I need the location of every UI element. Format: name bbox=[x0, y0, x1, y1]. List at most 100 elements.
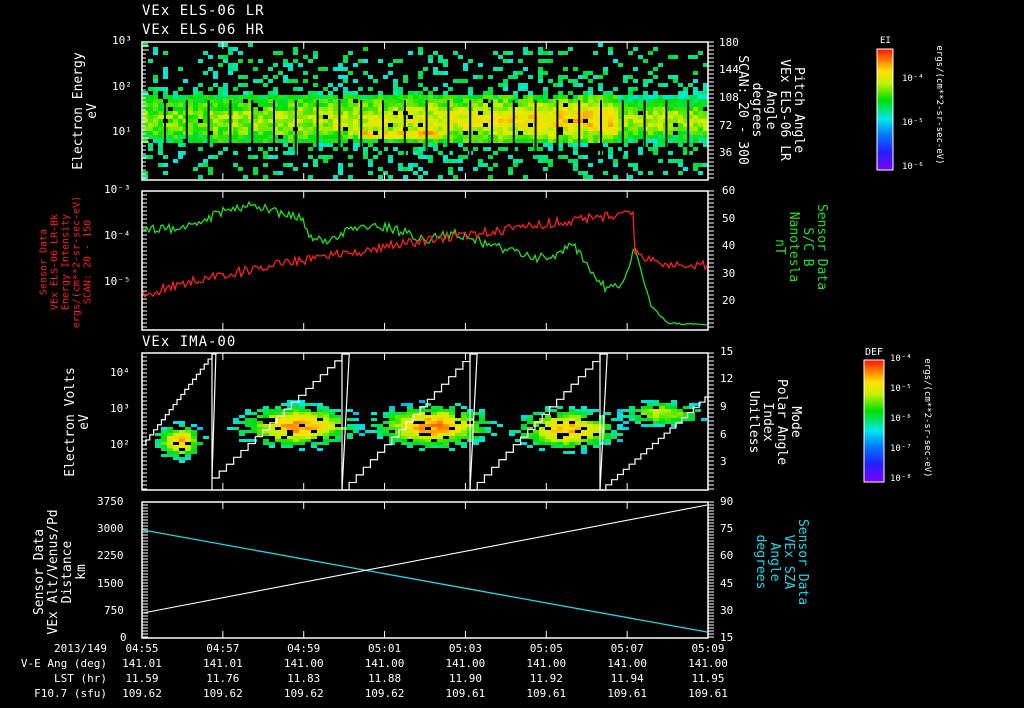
els-spectrogram bbox=[141, 41, 714, 181]
footer-f107-value: 109.62 bbox=[122, 687, 162, 700]
def-colorbar-tick: 10⁻⁸ bbox=[890, 474, 912, 484]
footer-f107-value: 109.61 bbox=[688, 687, 728, 700]
lines-y2tick: 20 bbox=[722, 294, 736, 307]
footer-lst-value: 11.88 bbox=[368, 672, 402, 685]
els-y2tick: 144 bbox=[719, 63, 739, 76]
orbit-ytick: 3000 bbox=[97, 522, 124, 535]
footer-lst-value: 11.90 bbox=[448, 672, 482, 685]
orbit-ytick: 750 bbox=[104, 604, 124, 617]
footer-ve-ang-value: 141.00 bbox=[283, 657, 324, 670]
ei-colorbar-tick: 10⁻⁴ bbox=[902, 74, 924, 84]
footer-ve-ang-value: 141.01 bbox=[122, 657, 162, 670]
footer-time-value: 05:03 bbox=[448, 642, 482, 655]
orbit-ytick: 1500 bbox=[97, 577, 124, 590]
footer-ve-ang-value: 141.00 bbox=[526, 657, 567, 670]
orbit-y2tick: 75 bbox=[720, 522, 734, 535]
def-colorbar-title: DEF bbox=[865, 347, 884, 358]
footer-ve-ang-value: 141.00 bbox=[364, 657, 405, 670]
els-y2tick: 72 bbox=[719, 119, 733, 132]
footer-time-value: 04:57 bbox=[206, 642, 240, 655]
els-y2tick: 108 bbox=[719, 91, 739, 104]
sza-axis-label: Sensor Data VEx SZA Angle degrees bbox=[753, 518, 810, 606]
lines-y2tick: 30 bbox=[722, 267, 736, 280]
footer-time-value: 04:55 bbox=[125, 642, 159, 655]
footer-f107-value: 109.62 bbox=[283, 687, 324, 700]
els-ytick: 10³ bbox=[112, 34, 132, 47]
bfield-axis-label: Sensor Data S/C B Nanotesla nT bbox=[772, 203, 829, 291]
els-left-axis-label: Electron Energy eV bbox=[71, 52, 100, 170]
footer-time-value: 05:09 bbox=[691, 642, 725, 655]
def-colorbar-tick: 10⁻⁴ bbox=[890, 354, 912, 364]
def-colorbar-tick: 10⁻⁷ bbox=[890, 444, 912, 454]
ima-right-axis-label: Mode Polar Angle Index Unitless bbox=[746, 378, 803, 466]
footer-time-value: 05:07 bbox=[610, 642, 644, 655]
footer-lst-value: 11.94 bbox=[610, 672, 644, 685]
orbit-y2tick: 60 bbox=[720, 549, 734, 562]
orbit-ytick: 3750 bbox=[97, 495, 124, 508]
ei-colorbar-units: ergs/(cm**2-sr-sec-eV) bbox=[934, 45, 944, 165]
ei-colorbar-title: EI bbox=[880, 36, 891, 46]
footer-f107-value: 109.61 bbox=[445, 687, 486, 700]
orbit-ytick: 0 bbox=[120, 631, 127, 644]
footer-date: 2013/149 bbox=[54, 642, 107, 655]
ima-ytick: 10⁴ bbox=[110, 366, 130, 379]
def-colorbar-units: ergs/(cm**2-sr-sec-eV) bbox=[922, 358, 932, 478]
els-y2tick: 36 bbox=[719, 146, 733, 159]
footer-time-value: 04:59 bbox=[287, 642, 321, 655]
lines-ytick: 10⁻³ bbox=[104, 183, 131, 196]
orbit-y2tick: 90 bbox=[720, 495, 734, 508]
lines-ytick: 10⁻⁵ bbox=[104, 275, 131, 288]
footer-time-value: 05:01 bbox=[368, 642, 402, 655]
els-bfield-lineplot bbox=[141, 190, 714, 331]
lines-y2tick: 50 bbox=[722, 212, 736, 225]
def-colorbar-tick: 10⁻⁵ bbox=[890, 384, 912, 394]
def-colorbar bbox=[863, 359, 885, 483]
ima-y2tick: 9 bbox=[720, 400, 727, 413]
ima-ytick: 10³ bbox=[110, 402, 130, 415]
footer-f107-value: 109.61 bbox=[526, 687, 567, 700]
ei-colorbar bbox=[876, 48, 894, 171]
altitude-axis-label: Sensor Data VEx Alt/Venus/Pd Distance km bbox=[32, 509, 89, 635]
footer-row-label-ve-ang: V-E Ang (deg) bbox=[20, 657, 107, 670]
footer-f107-value: 109.61 bbox=[607, 687, 648, 700]
footer-lst-value: 11.92 bbox=[529, 672, 563, 685]
energy-intensity-axis-label: Sensor Data VEx ELS-06 LR-Bk Energy Inte… bbox=[38, 195, 94, 329]
lines-y2tick: 40 bbox=[722, 239, 736, 252]
ima-y2tick: 12 bbox=[720, 372, 734, 385]
footer-f107-value: 109.62 bbox=[364, 687, 405, 700]
lines-ytick: 10⁻⁴ bbox=[104, 229, 131, 242]
ei-colorbar-tick: 10⁻⁵ bbox=[902, 118, 924, 128]
orbit-y2tick: 45 bbox=[720, 577, 734, 590]
footer-lst-value: 11.83 bbox=[287, 672, 321, 685]
footer-row-label-lst: LST (hr) bbox=[54, 672, 107, 685]
footer-f107-value: 109.62 bbox=[202, 687, 243, 700]
ima-title: VEx IMA-00 bbox=[142, 334, 237, 350]
els-title-lr: VEx ELS-06 LR bbox=[142, 3, 265, 19]
els-title-hr: VEx ELS-06 HR bbox=[142, 22, 265, 38]
orbit-y2tick: 15 bbox=[720, 631, 734, 644]
ima-spectrogram bbox=[141, 352, 714, 491]
els-ytick: 10¹ bbox=[112, 125, 132, 138]
lines-y2tick: 60 bbox=[722, 184, 736, 197]
ima-ytick: 10² bbox=[110, 438, 130, 451]
els-y2tick: 180 bbox=[719, 36, 739, 49]
ima-y2tick: 3 bbox=[720, 455, 727, 468]
footer-ve-ang-value: 141.01 bbox=[202, 657, 243, 670]
els-ytick: 10² bbox=[112, 80, 132, 93]
ima-left-axis-label: Electron Volts eV bbox=[63, 367, 92, 477]
footer-lst-value: 11.59 bbox=[125, 672, 159, 685]
footer-ve-ang-value: 141.00 bbox=[445, 657, 486, 670]
footer-lst-value: 11.95 bbox=[691, 672, 725, 685]
ima-y2tick: 6 bbox=[720, 428, 727, 441]
footer-ve-ang-value: 141.00 bbox=[688, 657, 728, 670]
footer-lst-value: 11.76 bbox=[206, 672, 240, 685]
footer-time-value: 05:05 bbox=[529, 642, 563, 655]
footer-ve-ang-value: 141.00 bbox=[607, 657, 648, 670]
orbit-y2tick: 30 bbox=[720, 604, 734, 617]
ei-colorbar-tick: 10⁻⁶ bbox=[902, 162, 924, 172]
def-colorbar-tick: 10⁻⁶ bbox=[890, 414, 912, 424]
orbit-lineplot bbox=[141, 501, 714, 639]
ima-y2tick: 15 bbox=[720, 345, 734, 358]
orbit-ytick: 2250 bbox=[97, 549, 124, 562]
